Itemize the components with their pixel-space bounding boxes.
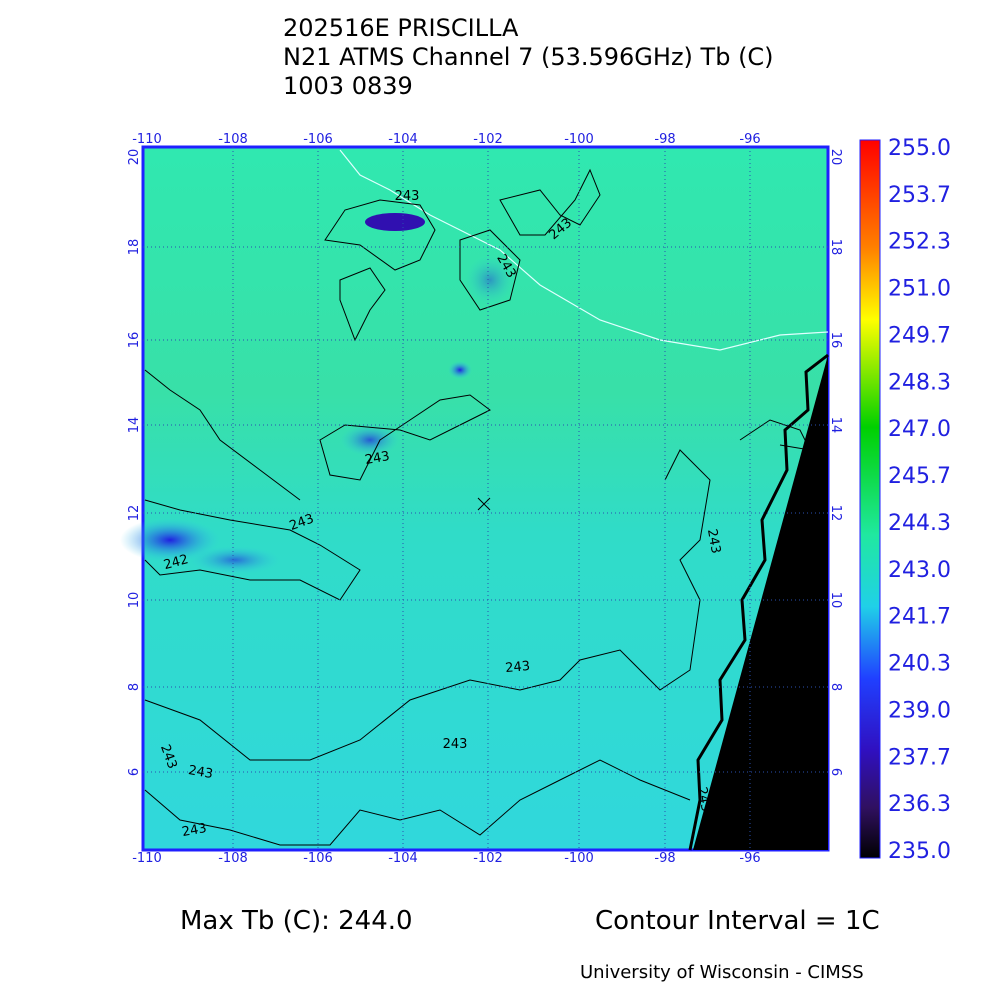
lon-tick-label: -108 xyxy=(218,132,248,147)
contour-label: 243 xyxy=(187,763,214,782)
colorbar-label: 251.0 xyxy=(888,277,951,302)
coastline xyxy=(339,149,829,351)
colorbar-label: 240.3 xyxy=(888,652,951,677)
map xyxy=(120,145,830,852)
lon-tick-label: -98 xyxy=(654,132,675,147)
contour-label: 243 xyxy=(443,737,468,752)
lon-tick-label: -104 xyxy=(388,132,418,147)
contour xyxy=(319,394,491,481)
cold-area xyxy=(448,361,472,379)
lat-tick-label: 18 xyxy=(828,239,843,256)
lon-tick-label: -102 xyxy=(473,851,503,866)
title-line: 202516E PRISCILLA xyxy=(283,14,519,42)
contour-label: 242 xyxy=(162,552,190,573)
storm-center xyxy=(477,497,491,511)
contour-label: 243 xyxy=(181,821,208,840)
lon-tick-label: -108 xyxy=(218,851,248,866)
cold-area xyxy=(465,255,515,305)
colorbar-label: 244.3 xyxy=(888,511,951,536)
title-line: N21 ATMS Channel 7 (53.596GHz) Tb (C) xyxy=(283,43,774,71)
contour xyxy=(339,267,386,342)
contour-label: 243 xyxy=(505,659,531,676)
lat-tick-label: 10 xyxy=(127,592,142,609)
contour-label: 243 xyxy=(694,786,713,813)
contour xyxy=(324,199,436,271)
lon-tick-label: -110 xyxy=(132,851,162,866)
colorbar-label: 243.0 xyxy=(888,558,951,583)
lon-tick-label: -106 xyxy=(303,132,333,147)
colorbar-label: 253.7 xyxy=(888,183,951,208)
contour xyxy=(144,499,361,601)
contour-label: 243 xyxy=(364,449,391,468)
lat-tick-label: 12 xyxy=(828,505,843,522)
no-data xyxy=(693,355,828,850)
lon-tick-label: -100 xyxy=(564,132,594,147)
contour xyxy=(144,369,301,501)
lat-tick-label: 16 xyxy=(828,332,843,349)
colorbar-label: 237.7 xyxy=(888,745,951,770)
cold-area xyxy=(340,424,400,456)
lon-tick-label: -106 xyxy=(303,851,333,866)
lon-tick-label: -100 xyxy=(564,851,594,866)
colorbar-label: 239.0 xyxy=(888,698,951,723)
lat-tick-label: 18 xyxy=(127,239,142,256)
colorbar-label: 247.0 xyxy=(888,417,951,442)
credit: University of Wisconsin - CIMSS xyxy=(580,962,864,983)
colorbar-label: 252.3 xyxy=(888,230,951,255)
colorbar-label: 248.3 xyxy=(888,370,951,395)
lat-tick-label: 8 xyxy=(127,683,142,691)
lat-tick-label: 14 xyxy=(127,417,142,434)
lat-tick-label: 16 xyxy=(127,332,142,349)
contours xyxy=(144,168,811,846)
max-tb: Max Tb (C): 244.0 xyxy=(180,906,413,936)
colorbar-label: 241.7 xyxy=(888,605,951,630)
cold-area xyxy=(190,546,280,574)
lat-tick-label: 8 xyxy=(828,683,843,691)
lon-tick-label: -102 xyxy=(473,132,503,147)
cold-area xyxy=(120,518,220,562)
lon-tick-label: -96 xyxy=(739,132,760,147)
colorbar-label: 249.7 xyxy=(888,323,951,348)
lat-tick-label: 14 xyxy=(828,417,843,434)
lat-tick-label: 10 xyxy=(828,592,843,609)
contour xyxy=(739,419,811,451)
colorbar-label: 245.7 xyxy=(888,464,951,489)
colorbar-label: 236.3 xyxy=(888,792,951,817)
lat-tick-label: 20 xyxy=(828,149,843,166)
lat-tick-label: 6 xyxy=(828,768,843,776)
contour xyxy=(459,229,521,311)
colorbar xyxy=(859,139,881,859)
lat-tick-label: 20 xyxy=(127,149,142,166)
contour-interval: Contour Interval = 1C xyxy=(595,906,880,936)
lon-tick-label: -104 xyxy=(388,851,418,866)
lon-tick-label: -98 xyxy=(654,851,675,866)
cold-area xyxy=(365,213,425,231)
lat-tick-label: 6 xyxy=(127,768,142,776)
swath-edge xyxy=(688,353,829,851)
colorbar-label: 255.0 xyxy=(888,136,951,161)
lon-tick-label: -96 xyxy=(739,851,760,866)
contour xyxy=(144,759,691,846)
contour-label: 243 xyxy=(395,189,420,204)
lon-tick-label: -110 xyxy=(132,132,162,147)
contour xyxy=(499,168,601,236)
contour xyxy=(144,449,711,761)
contour-label: 243 xyxy=(704,528,723,555)
colorbar-label: 235.0 xyxy=(888,839,951,864)
lat-tick-label: 12 xyxy=(127,505,142,522)
title-line: 1003 0839 xyxy=(283,72,413,100)
